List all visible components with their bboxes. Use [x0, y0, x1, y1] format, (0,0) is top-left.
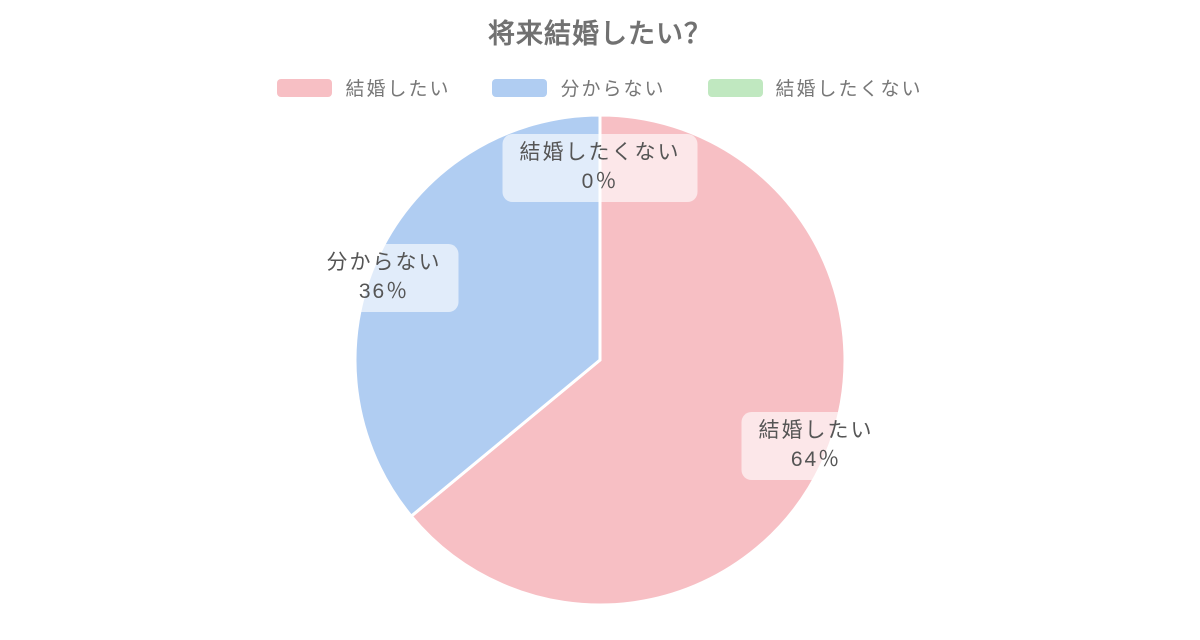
legend-swatch-want: [277, 78, 333, 97]
slice-label-no: 結婚したくない 0％: [502, 134, 698, 202]
slice-label-unknown: 分からない 36％: [309, 244, 459, 312]
legend-item-want[interactable]: 結婚したい: [277, 74, 450, 101]
legend-swatch-unknown: [492, 78, 548, 97]
legend-item-no[interactable]: 結婚したくない: [707, 74, 923, 101]
chart-title: 将来結婚したい？: [488, 19, 712, 49]
slice-label-want-name: 結婚したい: [758, 419, 874, 443]
slice-label-unknown-value: 36％: [358, 280, 410, 303]
legend: 結婚したい 分からない 結婚したくない: [0, 74, 1200, 101]
legend-item-unknown[interactable]: 分からない: [492, 74, 665, 101]
legend-label-unknown: 分からない: [560, 79, 666, 100]
legend-swatch-no: [707, 78, 763, 97]
slice-label-want: 結婚したい 64％: [741, 412, 891, 480]
legend-label-want: 結婚したい: [345, 79, 451, 100]
slice-label-want-value: 64％: [790, 448, 842, 471]
slice-label-no-value: 0％: [581, 170, 619, 193]
legend-label-no: 結婚したくない: [775, 79, 923, 100]
slice-label-no-name: 結婚したくない: [519, 141, 681, 165]
slice-label-unknown-name: 分からない: [326, 251, 442, 275]
